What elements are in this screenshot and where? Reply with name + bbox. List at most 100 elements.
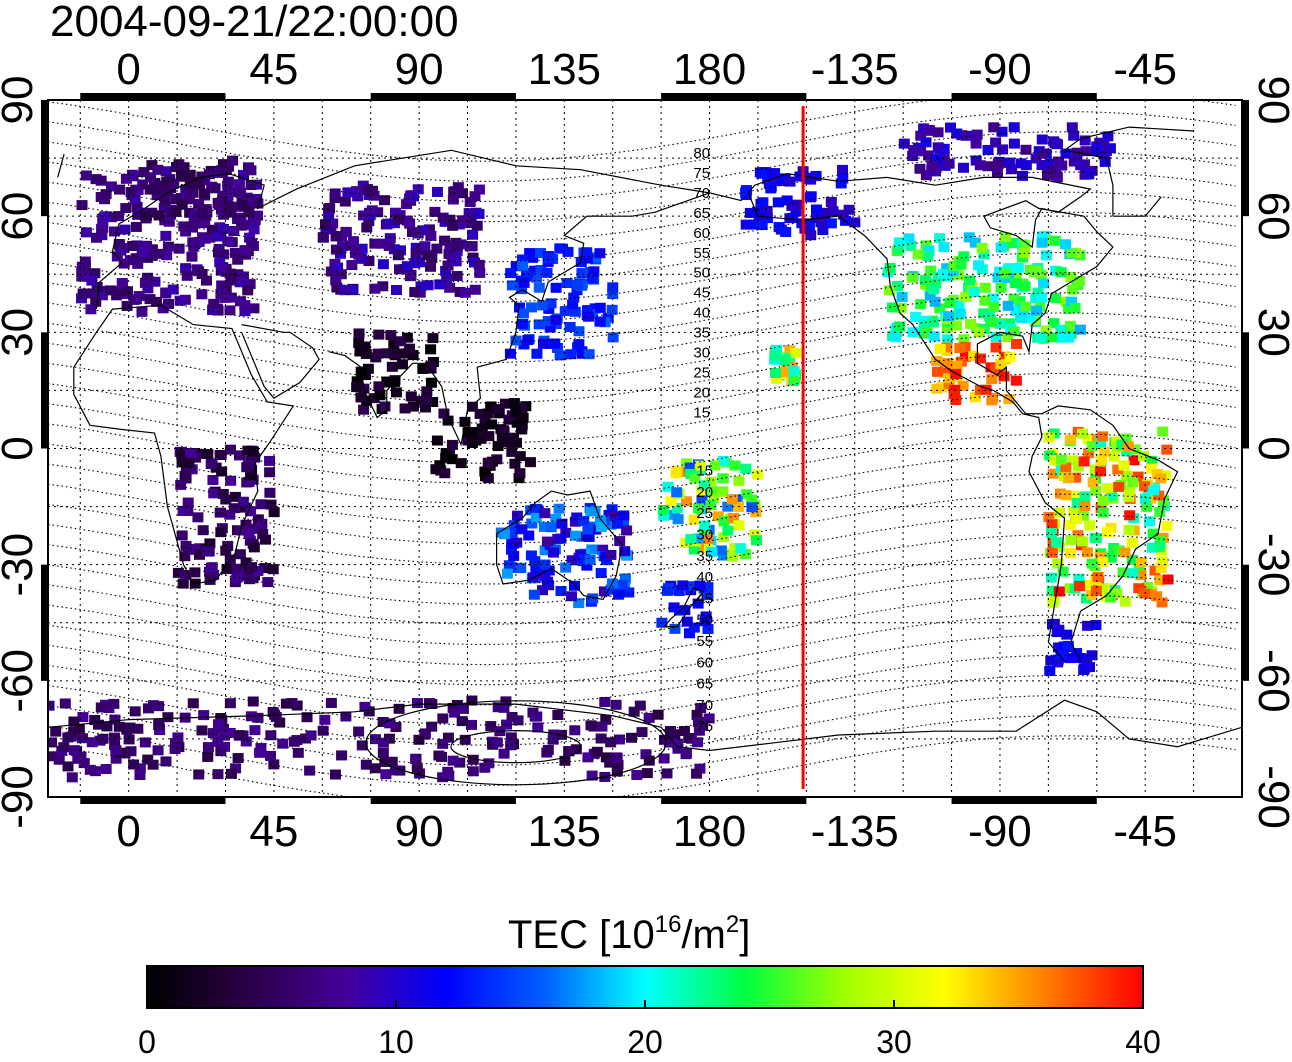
tec-cell [988, 302, 1000, 313]
tec-cell [947, 266, 959, 277]
south-pole-oval [450, 730, 582, 764]
contour-line [48, 433, 1236, 505]
tec-cell [233, 179, 245, 190]
tec-cell [1065, 434, 1077, 445]
tec-cell [1044, 665, 1056, 676]
tec-cell [380, 769, 392, 780]
tec-cell [72, 753, 84, 764]
tec-cell [406, 227, 418, 238]
tec-cell [1002, 332, 1014, 343]
tec-cell [696, 495, 708, 506]
tec-cell [1060, 239, 1072, 250]
tec-cell [950, 395, 962, 406]
tec-cell [1113, 481, 1125, 492]
tec-cell [722, 525, 734, 536]
tec-cell [446, 454, 458, 465]
tec-cell [182, 497, 194, 508]
tec-cell [431, 435, 443, 446]
tec-cell [118, 258, 130, 269]
tec-cell [137, 179, 149, 190]
contour-label: 20 [693, 384, 710, 401]
tec-cell [369, 238, 381, 249]
tec-cell [694, 460, 706, 471]
tec-cell [919, 274, 931, 285]
tec-cell [363, 216, 375, 227]
tec-cell [1113, 545, 1125, 556]
contour-line [48, 493, 1236, 565]
tec-cell [361, 222, 373, 233]
contour-line [48, 735, 1236, 797]
contour-label: 25 [693, 364, 710, 381]
contour-label: 70 [696, 697, 713, 714]
tec-cell [1105, 592, 1117, 603]
tec-cell [643, 755, 655, 766]
tec-cell [203, 169, 215, 180]
tec-cell [386, 361, 398, 372]
tec-cell [689, 473, 701, 484]
tec-cell [390, 765, 402, 776]
tec-cell [77, 712, 89, 723]
tec-cell [417, 363, 429, 374]
tec-cell [381, 376, 393, 387]
tec-cell [518, 277, 530, 288]
tec-cell [173, 159, 185, 170]
tec-cell [113, 211, 125, 222]
tec-cell [717, 486, 729, 497]
tec-cell [1068, 130, 1080, 141]
tec-cell [508, 550, 520, 561]
tec-cell [671, 503, 683, 514]
tec-cell [684, 462, 696, 473]
tec-cell [225, 275, 237, 286]
tec-cell [992, 158, 1004, 169]
tec-cell [799, 223, 811, 234]
contour-label: 60 [693, 225, 710, 242]
tec-cell [245, 165, 257, 176]
tec-cell [982, 161, 994, 172]
tec-cell [385, 330, 397, 341]
tec-cell [483, 431, 495, 442]
tec-cell [686, 581, 698, 592]
tec-cell [705, 500, 717, 511]
tec-cell [968, 350, 980, 361]
tec-cell [187, 187, 199, 198]
tec-cell [1135, 570, 1147, 581]
tec-cell [527, 707, 539, 718]
tec-cell [944, 297, 956, 308]
tec-cell [539, 559, 551, 570]
tec-cell [941, 322, 953, 333]
tec-cell [727, 551, 739, 562]
tec-cell [212, 736, 224, 747]
tec-cell [944, 122, 956, 133]
tec-cell [473, 208, 485, 219]
tec-cell [426, 721, 438, 732]
tec-cell [180, 263, 192, 274]
tec-cell [1065, 296, 1077, 307]
tec-cell [149, 177, 161, 188]
tec-cell [511, 510, 523, 521]
tec-cell [134, 763, 146, 774]
tec-cell [441, 274, 453, 285]
tec-cell [442, 732, 454, 743]
tec-cell [995, 359, 1007, 370]
tec-cell [1144, 516, 1156, 527]
tec-cell [409, 287, 421, 298]
tec-cell [780, 226, 792, 237]
tec-cell [1002, 300, 1014, 311]
tec-cell [995, 282, 1007, 293]
tec-cell [658, 510, 670, 521]
tec-cell [339, 285, 351, 296]
tec-cell [817, 225, 829, 236]
tec-cell [709, 460, 721, 471]
tec-cell [1025, 312, 1037, 323]
tec-cell [950, 368, 962, 379]
tec-cell [559, 306, 571, 317]
tec-cell [957, 162, 969, 173]
tec-cell [643, 712, 655, 723]
tec-cell [121, 724, 133, 735]
tec-cell [440, 265, 452, 276]
tec-cell [325, 266, 337, 277]
tec-cell [401, 261, 413, 272]
tec-cell [215, 746, 227, 757]
coastline [663, 587, 705, 628]
contour-label: 75 [693, 165, 710, 182]
